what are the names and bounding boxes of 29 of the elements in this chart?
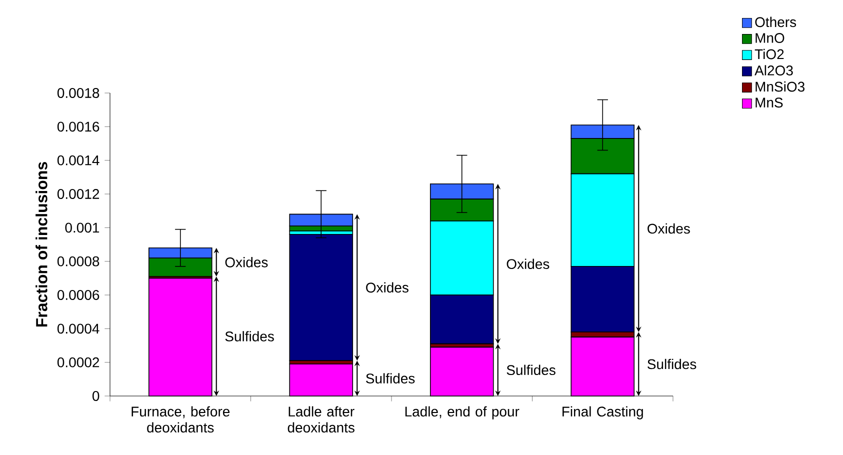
y-tick-label: 0 (92, 391, 100, 401)
annotation: Oxides (648, 223, 690, 234)
y-tick-label: 0.0012 (57, 189, 100, 199)
x-tick-label: Ladle after deoxidants (288, 406, 354, 433)
x-tick-label: Final Casting (562, 406, 643, 420)
x-tick-label: Furnace, before deoxidants (132, 406, 230, 433)
legend-label: Others (755, 16, 796, 28)
legend-label: Al2O3 (754, 65, 793, 76)
annotation: Oxides (506, 258, 550, 270)
y-tick-label: 0.0008 (57, 256, 100, 266)
legend-label: MnSiO3 (756, 81, 805, 92)
y-tick-label: 0.0004 (57, 324, 100, 334)
annotation: Oxides (366, 282, 408, 293)
annotation: Sulfides (648, 358, 696, 370)
legend-label: TiO2 (754, 48, 784, 60)
x-tick-label: Ladle, end of pour (405, 406, 520, 420)
legend-label: MnO (756, 33, 784, 43)
annotation: Sulfides (366, 373, 415, 384)
y-tick-label: 0.0014 (57, 155, 100, 166)
y-tick-label: 0.0002 (57, 357, 100, 368)
y-tick-label: 0.0006 (57, 290, 100, 300)
annotation: Sulfides (506, 364, 556, 376)
annotation: Sulfides (225, 331, 274, 342)
annotation: Oxides (225, 257, 268, 268)
y-tick-label: 0.001 (65, 222, 100, 233)
y-axis-title: Fraction of inclusions (36, 162, 48, 327)
y-tick-label: 0.0016 (57, 122, 100, 132)
legend-label: MnS (756, 98, 783, 108)
y-tick-label: 0.0018 (57, 88, 100, 98)
